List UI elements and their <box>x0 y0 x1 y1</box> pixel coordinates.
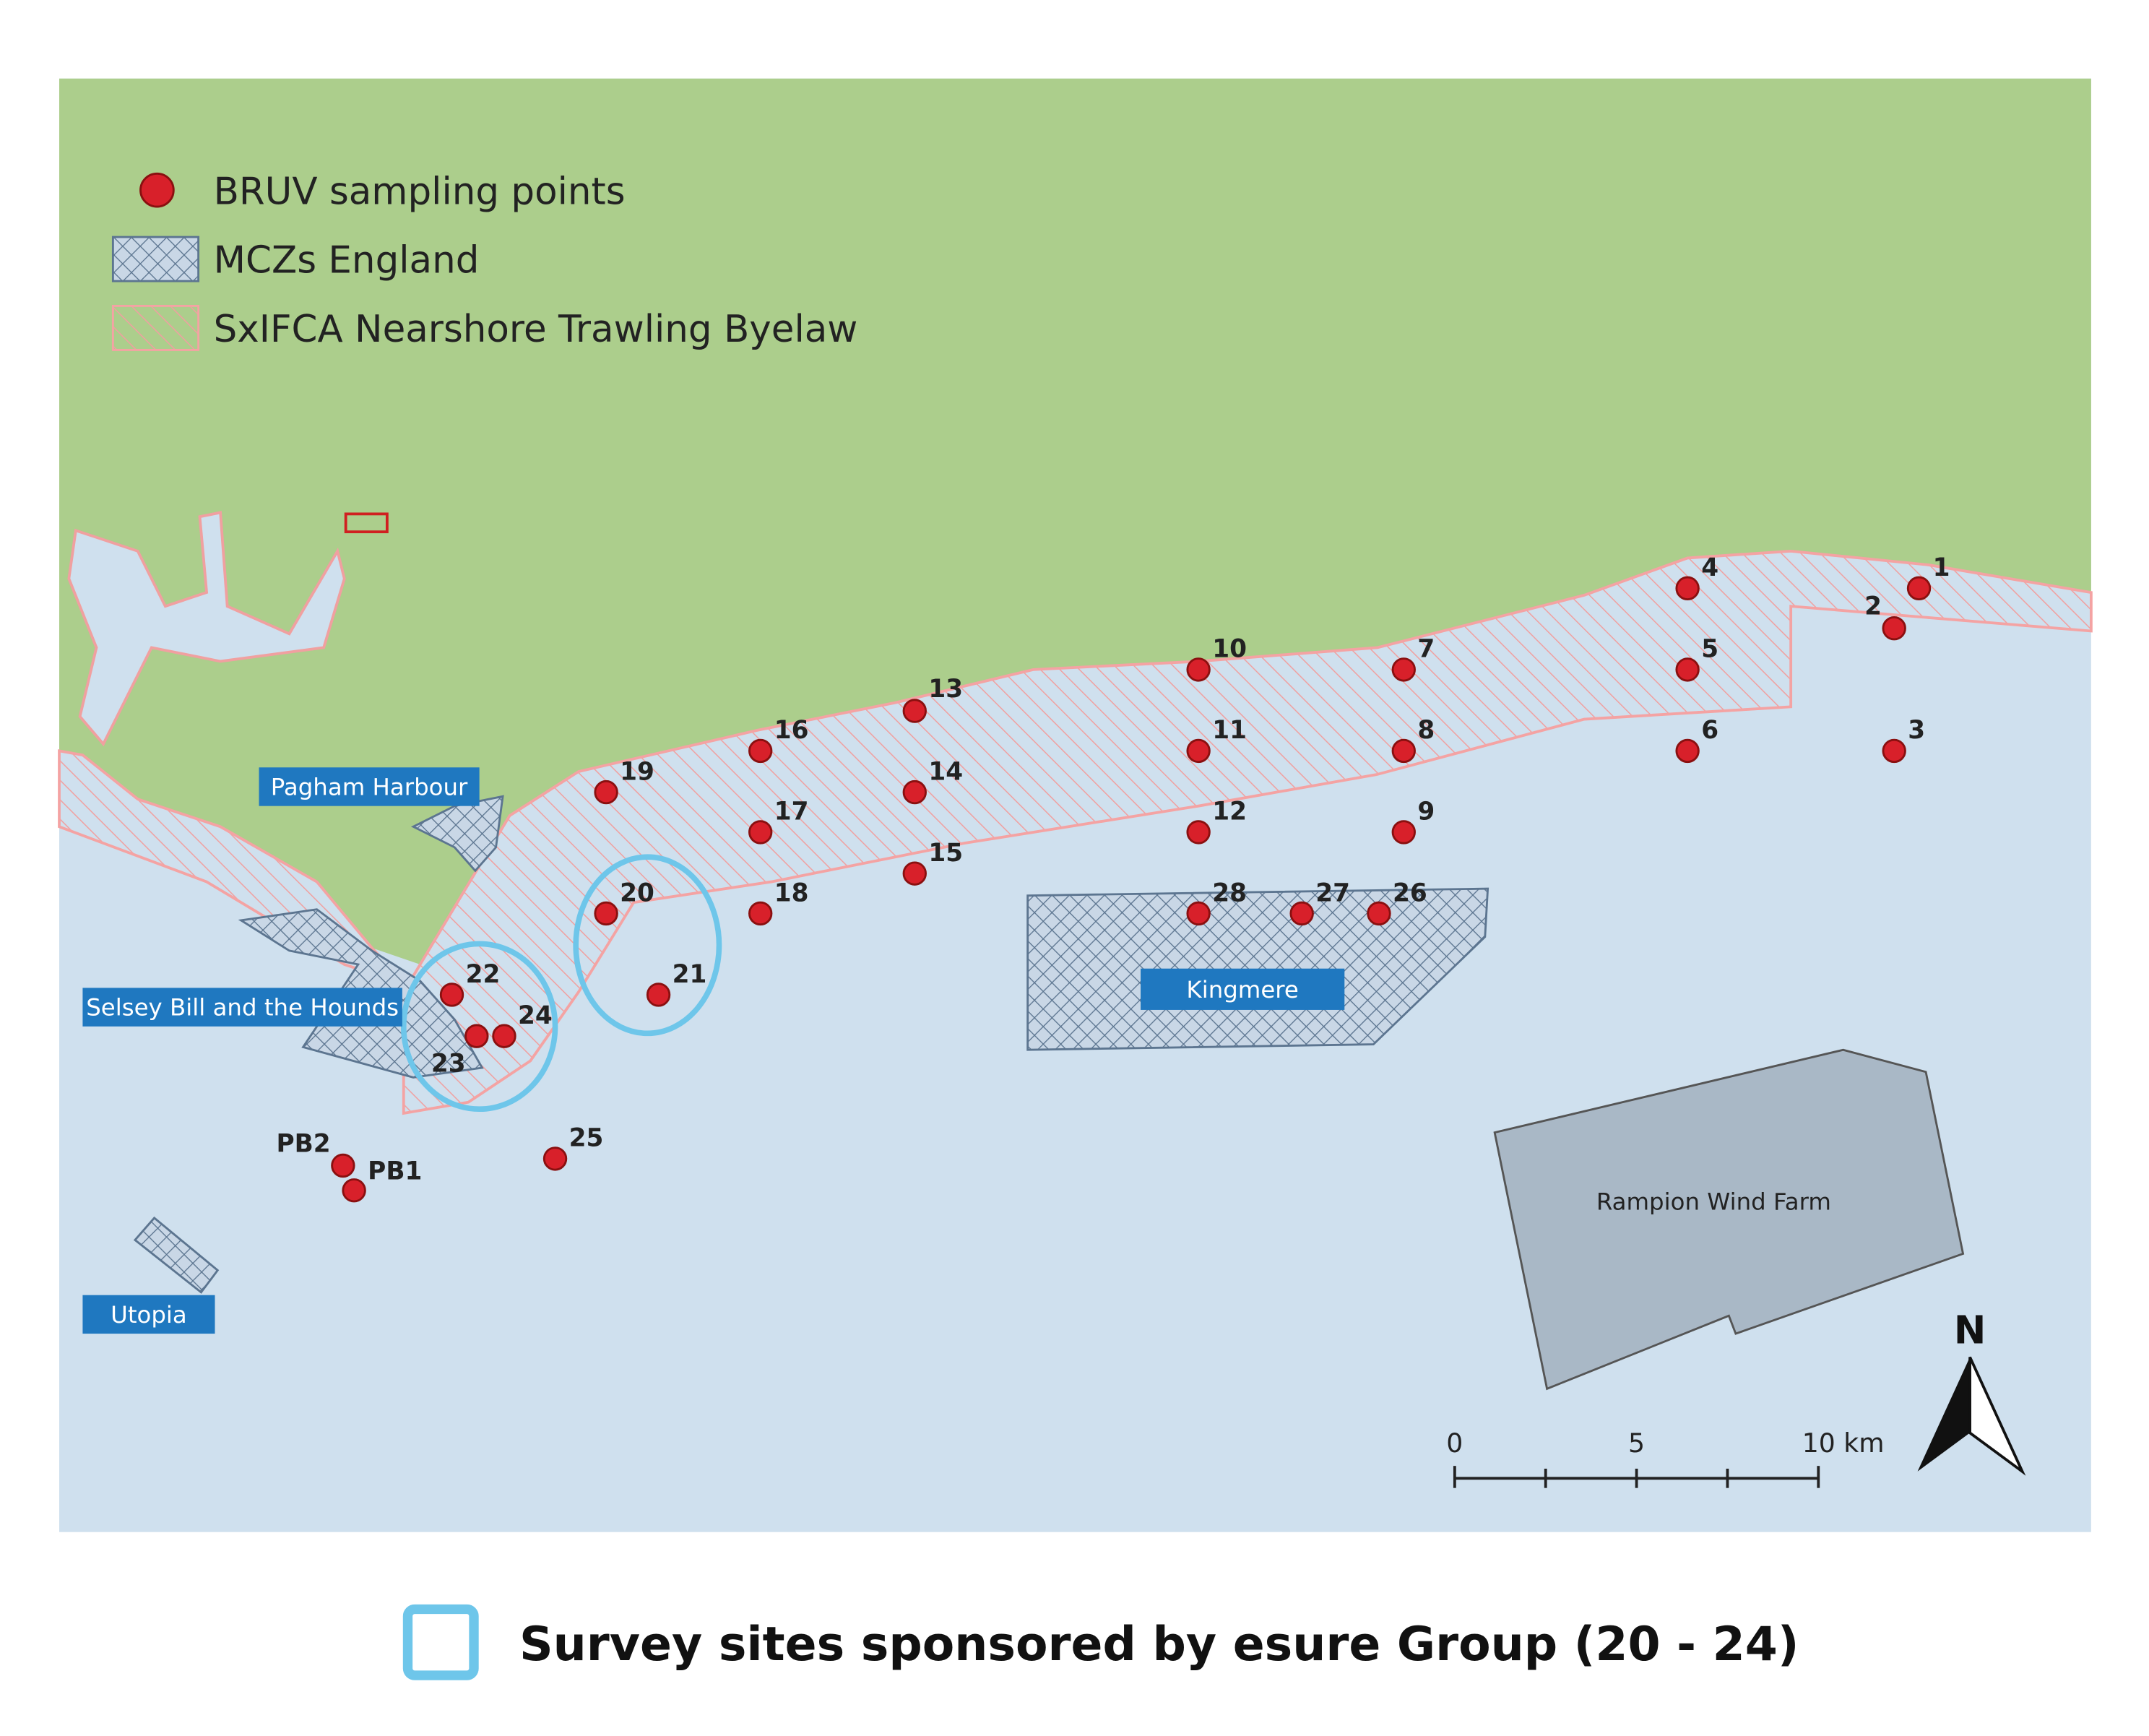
north-arrow: N <box>1917 1307 2026 1476</box>
sampling-point <box>748 901 773 926</box>
esure-circle <box>400 941 558 1113</box>
sampling-point <box>1186 738 1211 764</box>
point-label: 3 <box>1908 716 1925 745</box>
sampling-point <box>464 1024 489 1048</box>
sampling-point <box>1391 820 1416 845</box>
point-label: 23 <box>431 1050 466 1079</box>
sampling-points: 1234567891011121314151617181920212223242… <box>277 553 1950 1203</box>
point-label: 10 <box>1212 635 1247 664</box>
legend-text: BRUV sampling points <box>214 170 626 213</box>
area-label: Selsey Bill and the Hounds <box>86 994 399 1022</box>
sampling-point <box>1675 657 1700 682</box>
sampling-point <box>1882 738 1906 764</box>
sampling-point <box>1906 576 1932 601</box>
sampling-point <box>1367 901 1391 926</box>
scale-bar: 0 5 10 km <box>1446 1428 1885 1488</box>
point-label: 22 <box>466 960 501 989</box>
sampling-point <box>439 983 464 1007</box>
sampling-point <box>1186 820 1211 845</box>
legend-text: SxIFCA Nearshore Trawling Byelaw <box>214 308 858 351</box>
caption: Survey sites sponsored by esure Group (2… <box>519 1618 1799 1672</box>
area-label-box <box>82 988 402 1027</box>
area-labels: Pagham Harbour Selsey Bill and the Hounds… <box>82 767 1831 1334</box>
legend-point-icon <box>139 172 175 208</box>
point-label: 20 <box>620 878 654 907</box>
point-label: 9 <box>1417 798 1435 826</box>
point-label: 7 <box>1417 635 1435 664</box>
sampling-point <box>542 1146 568 1171</box>
wind-farm <box>1493 1048 1965 1391</box>
point-label: 24 <box>518 1001 553 1030</box>
sampling-point <box>748 738 773 764</box>
legend-byelaw-icon <box>111 304 200 351</box>
point-label: 27 <box>1315 878 1350 907</box>
point-label: 18 <box>774 878 809 907</box>
point-label: 14 <box>928 757 963 786</box>
point-label: PB2 <box>277 1129 331 1158</box>
sampling-point <box>492 1024 516 1048</box>
arrow-right <box>1968 1356 2026 1476</box>
sampling-point <box>902 861 927 886</box>
point-label: 6 <box>1701 716 1718 745</box>
sampling-point <box>1882 616 1906 641</box>
area-label-box <box>259 767 480 806</box>
legend: BRUV sampling points MCZs England SxIFCA… <box>111 170 858 351</box>
point-label: 13 <box>928 675 963 704</box>
point-label: 8 <box>1417 716 1435 745</box>
point-label: 28 <box>1212 878 1247 907</box>
area-label-box <box>1141 968 1345 1010</box>
point-label: 2 <box>1864 592 1882 621</box>
point-label: 16 <box>774 716 809 745</box>
sampling-point <box>1186 657 1211 682</box>
scale-label: 10 km <box>1802 1428 1885 1459</box>
land <box>59 78 2091 964</box>
area-label: Pagham Harbour <box>271 773 468 800</box>
sampling-point <box>1675 738 1700 764</box>
sampling-point <box>902 780 927 805</box>
sampling-point <box>1289 901 1314 926</box>
area-label: Utopia <box>111 1301 187 1329</box>
sampling-point <box>1675 576 1700 601</box>
north-label: N <box>1954 1307 1986 1352</box>
point-label: 21 <box>673 960 707 989</box>
legend-mcz-icon <box>111 236 200 282</box>
area-label-box <box>82 1295 215 1334</box>
sampling-point <box>1186 901 1211 926</box>
sampling-point <box>594 780 618 805</box>
inlet <box>67 511 346 747</box>
point-label: 26 <box>1393 878 1427 907</box>
point-label: 11 <box>1212 716 1247 745</box>
inset-box <box>344 512 389 534</box>
point-label: 25 <box>569 1124 604 1153</box>
legend-text: MCZs England <box>214 239 480 282</box>
scale-label: 0 <box>1446 1428 1463 1459</box>
point-label: 1 <box>1933 553 1950 582</box>
esure-circle <box>573 854 722 1037</box>
area-label: Kingmere <box>1186 976 1298 1003</box>
point-label: 5 <box>1701 635 1718 664</box>
caption-swatch <box>402 1604 479 1680</box>
point-label: 19 <box>620 757 654 786</box>
arrow-left <box>1917 1357 1971 1472</box>
sampling-point <box>748 820 773 845</box>
point-label: 15 <box>928 839 963 868</box>
sampling-point <box>902 699 927 723</box>
point-label: 4 <box>1701 553 1718 582</box>
sampling-point <box>594 901 618 926</box>
area-label: Rampion Wind Farm <box>1596 1188 1831 1215</box>
sampling-point <box>342 1178 366 1203</box>
point-label: 17 <box>774 798 809 826</box>
point-label: 12 <box>1212 798 1247 826</box>
mcz-utopia <box>133 1216 220 1294</box>
sampling-point <box>646 983 671 1007</box>
point-label: PB1 <box>368 1157 422 1186</box>
scale-label: 5 <box>1628 1428 1645 1459</box>
sampling-point <box>1391 657 1416 682</box>
sampling-point <box>1391 738 1416 764</box>
sampling-point <box>331 1153 355 1178</box>
